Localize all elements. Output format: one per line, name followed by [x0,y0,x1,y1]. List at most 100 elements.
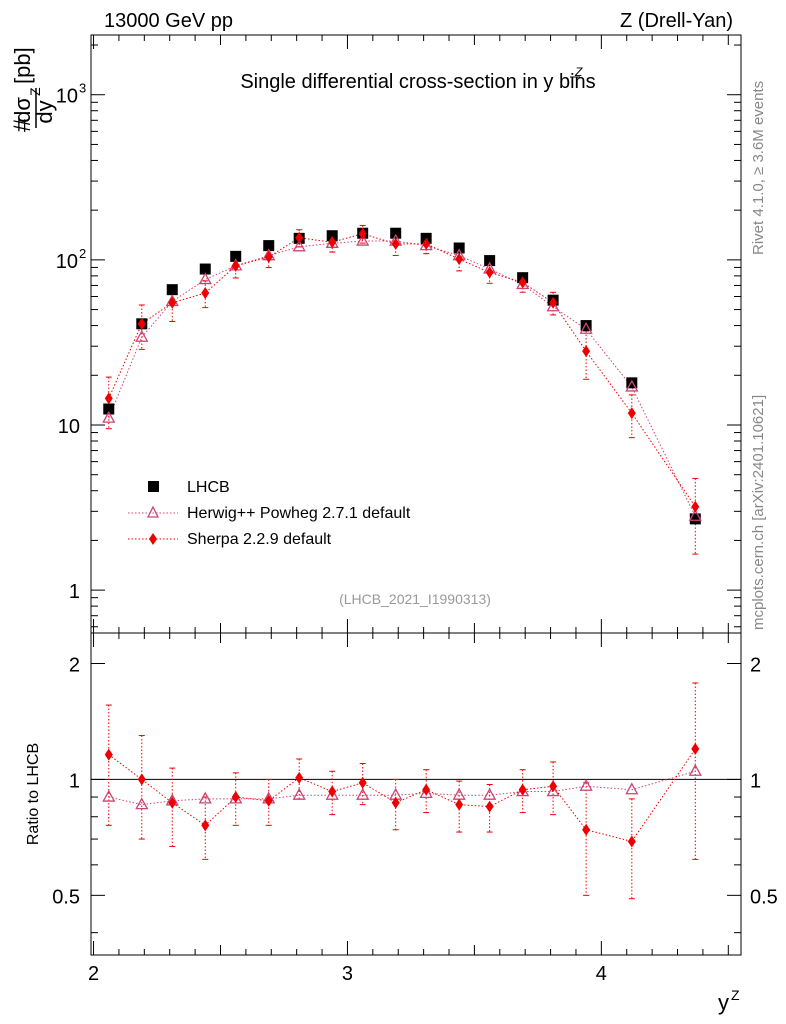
sherpa-point [391,237,400,250]
sherpa-point [295,231,304,244]
x-tick-label: 3 [342,963,353,985]
sherpa-ratio-point [264,794,273,807]
y-axis-label: # dσ dy Z [pb] [9,47,57,132]
sherpa-ratio-point [168,796,177,809]
data-point [263,240,275,252]
herwig-point [356,233,370,246]
herwig-ratio-point [546,784,560,797]
sherpa-point [485,266,494,279]
x-tick-label: 4 [596,963,607,985]
y-axis-label-unit: [pb] [10,47,35,84]
herwig-point [198,272,212,285]
ratio-axis-ticks: 0.5 0.5 1 1 2 2 [52,654,778,934]
y-axis-label-numerator: dσ [10,97,35,123]
data-point [230,250,242,262]
sherpa-point [422,237,431,250]
sherpa-ratio-point [455,798,464,811]
y-tick-label: 10 [56,251,78,273]
herwig-ratio-point [419,786,433,799]
sherpa-ratio-point [328,785,337,798]
sherpa-point [455,253,464,266]
sherpa-ratio-point [391,796,400,809]
sherpa-ratio-point [518,783,527,796]
ratio-tick-label-right: 1 [750,770,761,792]
sherpa-point [328,236,337,249]
data-point [166,284,178,296]
sherpa-ratio-point [582,823,591,836]
sherpa-ratio-point [231,791,240,804]
herwig-point [102,410,116,423]
sherpa-ratio-point [295,771,304,784]
legend-label-herwig: Herwig++ Powheg 2.7.1 default [187,505,411,522]
sherpa-point [137,317,146,330]
data-point [689,513,701,525]
sherpa-point [358,227,367,240]
y-tick-label: 10 [58,416,80,438]
legend-marker-lhcb [148,481,159,492]
sherpa-ratio-point [358,776,367,789]
data-point [326,230,338,242]
analysis-id-label: (LHCB_2021_I1990313) [339,591,491,607]
herwig-ratio-line [108,770,696,806]
sherpa-point [582,345,591,358]
herwig-ratio-point [135,797,149,810]
herwig-ratio-point [452,787,466,800]
legend-label-lhcb: LHCB [187,479,230,496]
sherpa-ratio-point [485,800,494,813]
data-point [390,227,402,239]
ratio-tick-label-right: 0.5 [750,886,778,908]
ratio-tick-label-right: 2 [750,654,761,676]
sherpa-point [168,296,177,309]
x-tick-label: 2 [88,963,99,985]
data-point [626,377,638,389]
x-axis-ticks: 2 3 4 [88,35,729,985]
ratio-axis-label: Ratio to LHCB [25,743,42,845]
sherpa-point [691,500,700,513]
y-tick-label: 10 [56,86,78,108]
ratio-tick-label-left: 0.5 [52,886,80,908]
x-axis-label-superscript: Z [731,987,740,1003]
sherpa-point [201,286,210,299]
herwig-ratio-point [102,789,116,802]
sherpa-point [627,407,636,420]
herwig-ratio-point [325,787,339,800]
title-y-superscript: Z [574,65,583,79]
herwig-ratio-point [688,763,702,776]
y-tick-label: 1 [69,581,80,603]
legend-label-sherpa: Sherpa 2.2.9 default [187,531,332,548]
process-label: Z (Drell-Yan) [620,10,733,32]
sherpa-ratio-line [108,748,696,843]
herwig-point [688,508,702,521]
herwig-ratio-point [625,782,639,795]
x-axis-label-text: y [718,990,729,1015]
sherpa-line [108,233,696,507]
sherpa-ratio-point [627,835,636,848]
herwig-point [546,299,560,312]
x-axis-label: y Z [718,987,740,1015]
data-point [453,242,465,254]
herwig-ratio-point [356,787,370,800]
ratio-plot-frame [90,632,742,956]
herwig-line [108,240,696,517]
data-point [484,255,496,267]
herwig-point [625,379,639,392]
y-axis-label-denominator: dy [32,100,57,123]
data-point [103,403,115,415]
ratio-tick-label-left: 2 [69,654,80,676]
ratio-data-marks [102,682,702,900]
herwig-ratio-point [483,787,497,800]
sherpa-point [104,392,113,405]
herwig-point [579,321,593,334]
legend-marker-sherpa [149,533,157,545]
sherpa-ratio-point [201,819,210,832]
main-data-marks [102,224,702,555]
herwig-ratio-point [579,778,593,791]
legend: LHCB Herwig++ Powheg 2.7.1 default Sherp… [128,479,411,548]
sherpa-ratio-point [549,780,558,793]
herwig-point [292,239,306,252]
data-point [580,320,592,332]
sherpa-ratio-point [137,773,146,786]
sherpa-point [264,251,273,264]
